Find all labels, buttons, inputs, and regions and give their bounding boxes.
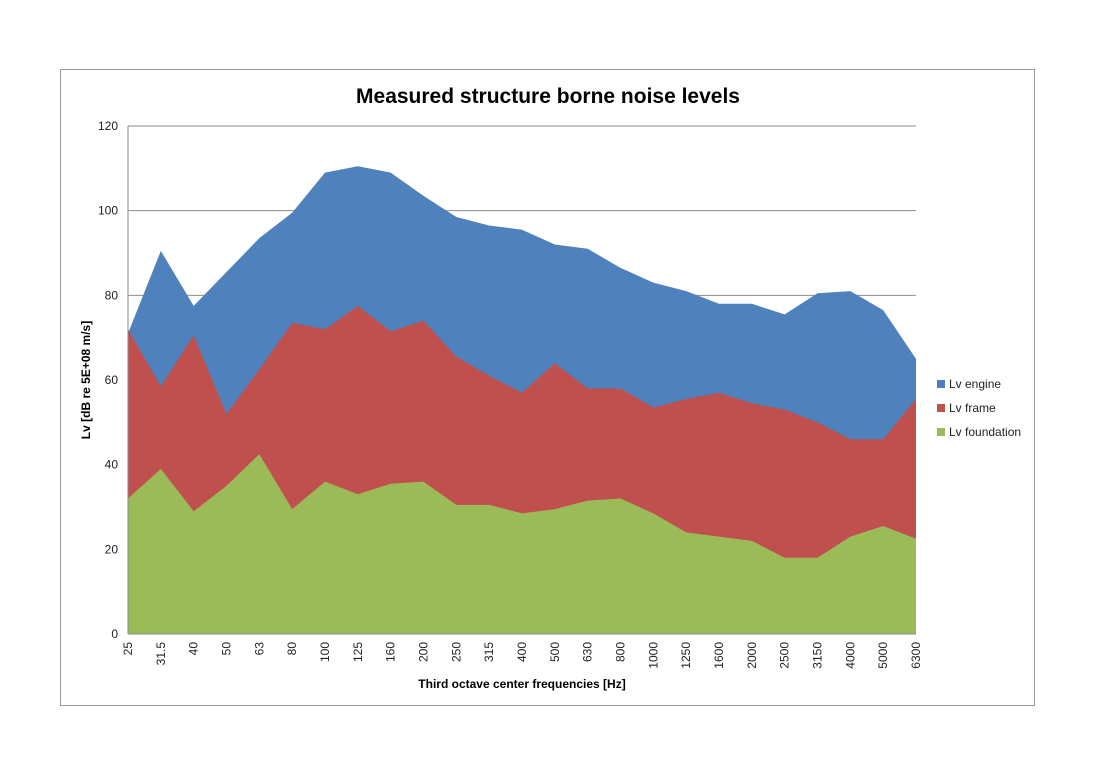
x-tick-label: 3150 (811, 642, 825, 669)
x-tick-label: 1600 (712, 642, 726, 669)
legend: Lv engine Lv frame Lv foundation (937, 377, 1021, 439)
x-tick-label: 6300 (909, 642, 923, 669)
x-tick-label: 315 (482, 642, 496, 662)
legend-label: Lv foundation (949, 425, 1021, 439)
x-tick-label: 80 (285, 642, 299, 656)
x-axis-title: Third octave center frequencies [Hz] (418, 677, 625, 691)
y-axis-title: Lv [dB re 5E+08 m/s] (79, 321, 93, 439)
x-axis-ticks: 25 31.5 40 50 63 80 100 125 160 200 250 315 400 500 63… (121, 642, 923, 669)
series-areas (128, 166, 916, 634)
x-tick-label: 800 (614, 642, 628, 662)
y-tick-label: 0 (111, 627, 118, 641)
x-tick-label: 200 (417, 642, 431, 662)
x-tick-label: 50 (220, 642, 234, 656)
x-tick-label: 25 (121, 642, 135, 656)
legend-swatch (937, 380, 945, 388)
x-tick-label: 250 (449, 642, 463, 662)
legend-swatch (937, 404, 945, 412)
y-tick-label: 100 (98, 204, 118, 218)
x-tick-label: 5000 (876, 642, 890, 669)
x-tick-label: 1250 (679, 642, 693, 669)
x-tick-label: 2500 (778, 642, 792, 669)
x-tick-label: 125 (351, 642, 365, 662)
x-tick-label: 31.5 (154, 642, 168, 666)
legend-swatch (937, 428, 945, 436)
y-tick-label: 120 (98, 119, 118, 133)
y-tick-label: 80 (105, 288, 119, 302)
x-tick-label: 40 (187, 642, 201, 656)
x-tick-label: 2000 (745, 642, 759, 669)
y-tick-label: 20 (105, 542, 119, 556)
chart-title: Measured structure borne noise levels (356, 85, 740, 108)
x-tick-label: 1000 (646, 642, 660, 669)
y-tick-label: 40 (105, 458, 119, 472)
x-tick-label: 400 (515, 642, 529, 662)
x-tick-label: 4000 (843, 642, 857, 669)
x-tick-label: 630 (581, 642, 595, 662)
legend-label: Lv engine (949, 377, 1001, 391)
x-tick-label: 160 (384, 642, 398, 662)
y-axis-ticks: 0 20 40 60 80 100 120 (98, 119, 118, 641)
series-area-lv-foundation (128, 454, 916, 634)
legend-label: Lv frame (949, 401, 996, 415)
x-tick-label: 500 (548, 642, 562, 662)
x-tick-label: 63 (252, 642, 266, 656)
x-tick-label: 100 (318, 642, 332, 662)
y-tick-label: 60 (105, 373, 119, 387)
